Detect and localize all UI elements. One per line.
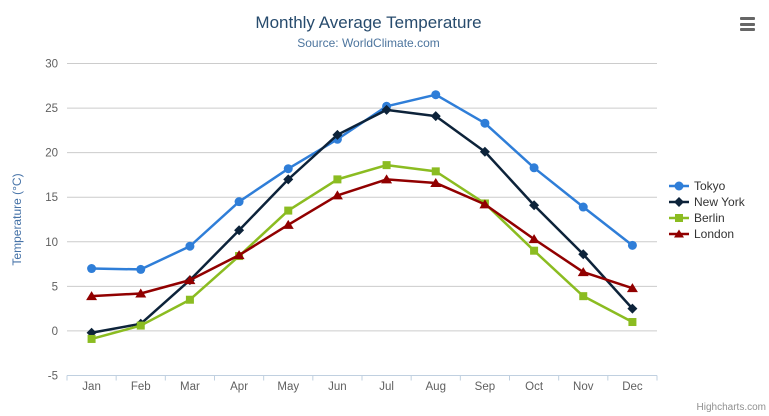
series-marker-london[interactable]	[233, 250, 245, 260]
series-marker-new-york[interactable]	[332, 129, 343, 140]
y-axis-label: 15	[45, 192, 58, 204]
legend: Tokyo New York Berlin London	[669, 178, 745, 242]
series-marker-berlin[interactable]	[382, 161, 391, 170]
series-marker-new-york[interactable]	[381, 104, 392, 115]
legend-label: London	[694, 227, 735, 241]
series-marker-london[interactable]	[528, 234, 540, 244]
y-axis-label: 20	[45, 148, 58, 160]
series-marker-tokyo[interactable]	[185, 241, 195, 251]
series-marker-london[interactable]	[381, 174, 393, 184]
credits-link[interactable]: Highcharts.com	[696, 402, 766, 413]
series-line-tokyo[interactable]	[90, 93, 634, 271]
x-axis-label: Jul	[379, 381, 394, 393]
x-axis-label: Jan	[82, 381, 101, 393]
y-axis-label: 0	[52, 326, 58, 338]
series-marker-london[interactable]	[282, 219, 294, 229]
x-axis-label: Dec	[622, 381, 643, 393]
series-marker-london[interactable]	[626, 283, 638, 293]
series-marker-london[interactable]	[331, 190, 343, 200]
triangle-legend-icon	[669, 229, 689, 238]
series-line-berlin[interactable]	[90, 163, 634, 341]
series-marker-berlin[interactable]	[284, 206, 293, 215]
series-marker-london[interactable]	[184, 275, 196, 285]
series-marker-berlin[interactable]	[87, 334, 96, 343]
y-axis-label: 25	[45, 103, 58, 115]
series-marker-tokyo[interactable]	[283, 164, 293, 174]
series-line-new-york[interactable]	[90, 108, 634, 334]
x-axis-label: Feb	[131, 381, 151, 393]
series-marker-london[interactable]	[430, 177, 442, 187]
y-axis-label: 5	[52, 281, 58, 293]
series-marker-berlin[interactable]	[628, 318, 637, 327]
series-marker-london[interactable]	[577, 267, 589, 277]
series-marker-tokyo[interactable]	[136, 264, 146, 274]
legend-item-tokyo[interactable]: Tokyo	[669, 178, 745, 194]
series-marker-tokyo[interactable]	[578, 202, 588, 212]
hamburger-icon	[740, 28, 755, 31]
diamond-icon	[674, 197, 684, 207]
square-icon	[675, 214, 683, 222]
x-axis-label: Jun	[328, 381, 347, 393]
x-axis-label: Mar	[180, 381, 200, 393]
diamond-legend-icon	[669, 197, 689, 207]
series-marker-berlin[interactable]	[136, 321, 145, 330]
series-marker-new-york[interactable]	[529, 200, 540, 211]
x-axis-label: May	[277, 381, 299, 393]
circle-legend-icon	[669, 181, 689, 191]
series-marker-new-york[interactable]	[283, 174, 294, 185]
series-marker-new-york[interactable]	[479, 146, 490, 157]
x-axis-label: Nov	[573, 381, 594, 393]
series-marker-tokyo[interactable]	[627, 240, 637, 250]
triangle-icon	[674, 229, 684, 238]
series-marker-new-york[interactable]	[234, 225, 245, 236]
legend-label: Berlin	[694, 211, 725, 225]
series-marker-tokyo[interactable]	[234, 197, 244, 207]
circle-icon	[674, 181, 684, 191]
series-marker-new-york[interactable]	[578, 249, 589, 260]
x-axis-label: Sep	[475, 381, 495, 393]
x-axis-label: Aug	[426, 381, 446, 393]
series-marker-london[interactable]	[479, 199, 491, 209]
series-marker-berlin[interactable]	[431, 167, 440, 176]
series-marker-tokyo[interactable]	[480, 118, 490, 128]
export-menu-button[interactable]	[739, 16, 756, 32]
series-marker-london[interactable]	[135, 288, 147, 298]
series-marker-berlin[interactable]	[579, 292, 588, 301]
legend-item-berlin[interactable]: Berlin	[669, 210, 745, 226]
series-marker-berlin[interactable]	[530, 246, 539, 255]
x-axis-label: Oct	[525, 381, 544, 393]
series-marker-tokyo[interactable]	[87, 264, 97, 274]
y-axis-label: -5	[48, 371, 58, 383]
series-marker-tokyo[interactable]	[431, 90, 441, 100]
legend-item-london[interactable]: London	[669, 226, 745, 242]
hamburger-icon	[740, 17, 755, 20]
series-marker-london[interactable]	[86, 291, 98, 301]
y-axis-label: 30	[45, 59, 58, 71]
series-marker-new-york[interactable]	[627, 303, 638, 314]
legend-label: Tokyo	[694, 179, 726, 193]
legend-item-new-york[interactable]: New York	[669, 194, 745, 210]
legend-label: New York	[694, 195, 745, 209]
y-axis-label: 10	[45, 237, 58, 249]
y-axis-title: Temperature (°C)	[10, 173, 24, 265]
series-line-london[interactable]	[90, 178, 634, 298]
series-marker-berlin[interactable]	[185, 295, 194, 304]
series-marker-tokyo[interactable]	[529, 163, 539, 173]
series-marker-new-york[interactable]	[430, 111, 441, 122]
hamburger-icon	[740, 22, 755, 26]
square-legend-icon	[669, 214, 689, 222]
series-marker-berlin[interactable]	[333, 175, 342, 184]
x-axis-label: Apr	[230, 381, 248, 393]
